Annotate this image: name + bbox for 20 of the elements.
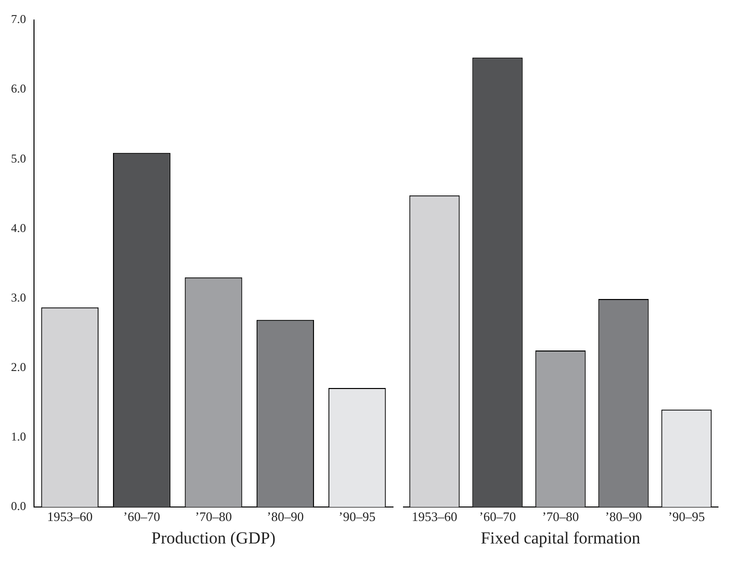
x-tick-label: 1953–60 bbox=[47, 509, 93, 524]
y-tick-label: 2.0 bbox=[11, 360, 26, 374]
x-tick-label: 1953–60 bbox=[412, 509, 458, 524]
y-tick-label: 4.0 bbox=[11, 220, 26, 235]
x-axis-title: Fixed capital formation bbox=[480, 528, 641, 548]
y-tick-label: 6.0 bbox=[11, 82, 26, 96]
y-tick-label: 3.0 bbox=[11, 290, 26, 304]
x-tick-label: ’70–80 bbox=[542, 509, 579, 524]
y-tick-label: 0.0 bbox=[11, 499, 26, 514]
x-tick-label: ’90–95 bbox=[668, 509, 705, 524]
x-tick-label: ’60–70 bbox=[123, 509, 160, 524]
x-tick-label: ’70–80 bbox=[195, 509, 232, 524]
x-axis-title: Production (GDP) bbox=[151, 528, 276, 548]
y-tick-label: 1.0 bbox=[11, 430, 26, 444]
x-tick-label: ’80–90 bbox=[266, 509, 304, 524]
y-tick-label: 5.0 bbox=[11, 151, 26, 166]
x-tick-label: ’80–90 bbox=[605, 509, 642, 524]
y-tick-label: 7.0 bbox=[11, 12, 26, 26]
x-tick-label: ’60–70 bbox=[479, 509, 516, 524]
x-tick-label: ’90–95 bbox=[338, 509, 376, 524]
